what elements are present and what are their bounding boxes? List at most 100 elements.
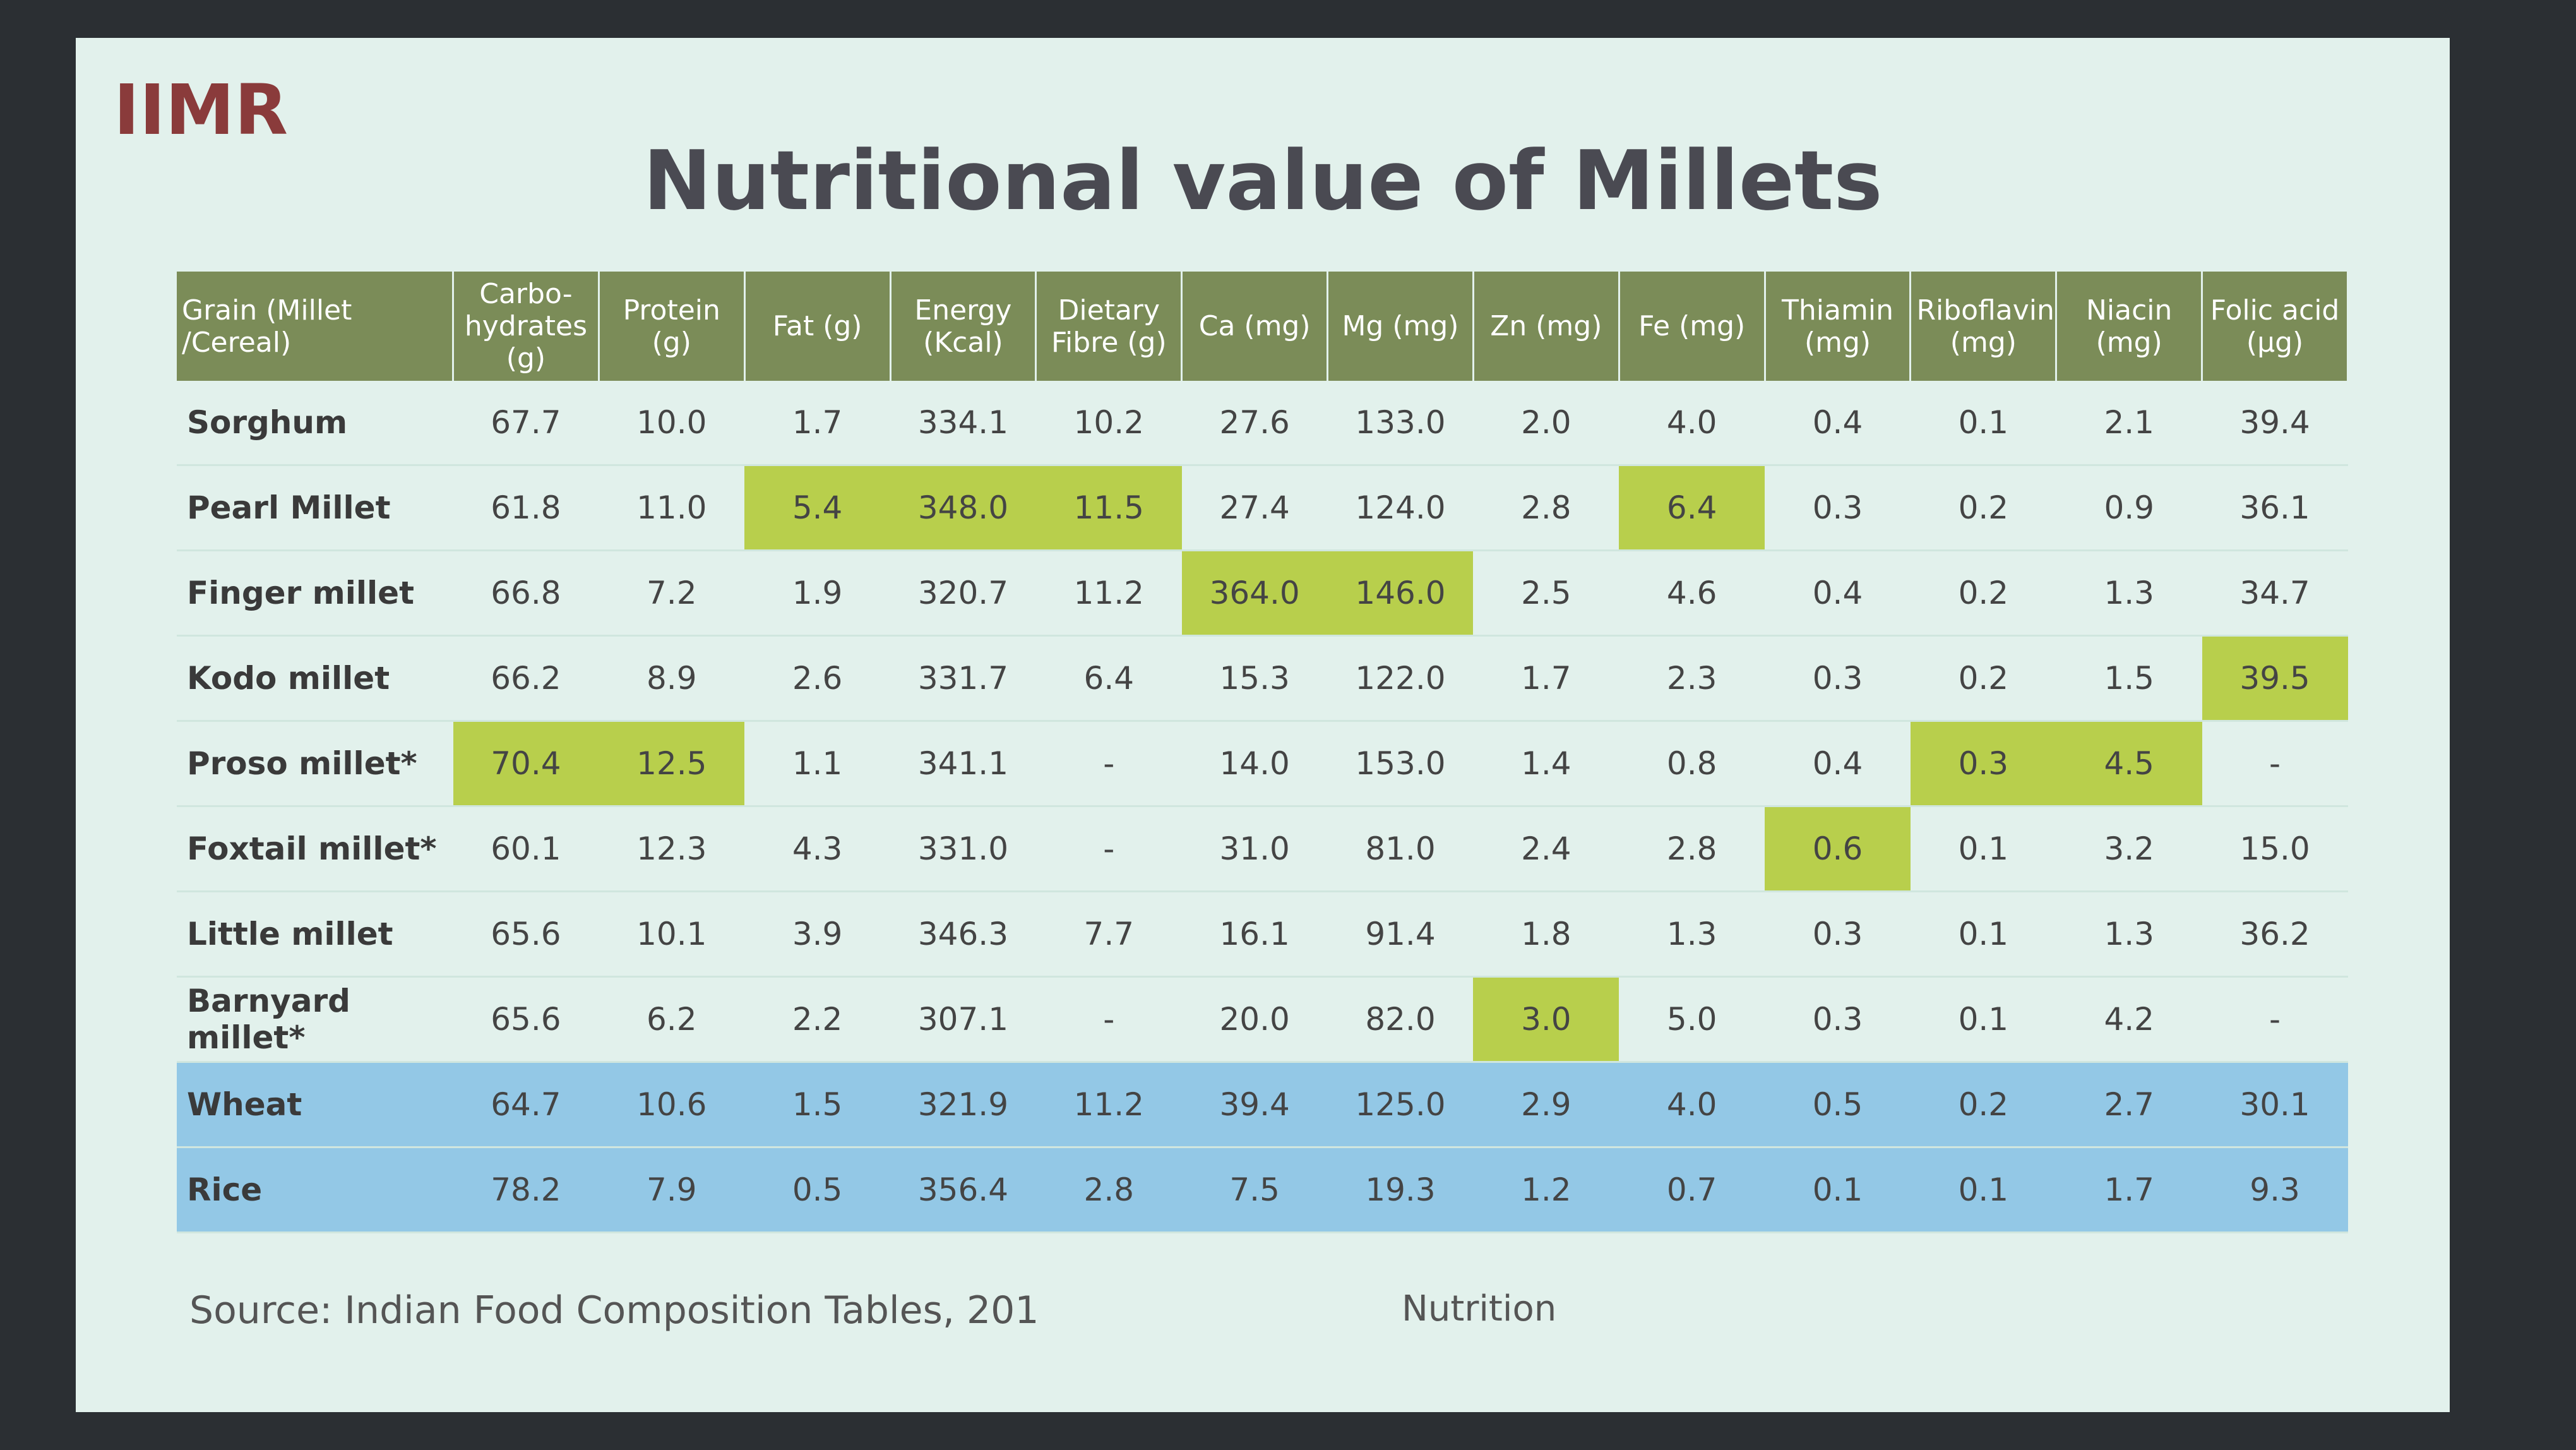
cell: 6.2 bbox=[599, 976, 745, 1063]
cell: 91.4 bbox=[1327, 891, 1474, 978]
column-header: Fe (mg) bbox=[1619, 272, 1766, 381]
column-header: Protein (g) bbox=[599, 272, 746, 381]
cell: 70.4 bbox=[453, 721, 599, 807]
cell: 1.9 bbox=[744, 550, 891, 637]
column-header: Energy (Kcal) bbox=[890, 272, 1037, 381]
cell: 60.1 bbox=[453, 806, 599, 892]
cell: 2.7 bbox=[2056, 1062, 2202, 1148]
table-row: Foxtail millet* 60.1 12.3 4.3 331.0-31.0 81.0… bbox=[177, 806, 2348, 892]
cell: 66.2 bbox=[453, 635, 599, 722]
cell: 1.5 bbox=[2056, 635, 2202, 722]
cell: - bbox=[1035, 806, 1182, 892]
cell: 0.2 bbox=[1910, 550, 2056, 637]
row-name: Foxtail millet* bbox=[177, 806, 453, 892]
header-row: Grain (Millet /Cereal) Carbo- hydrates (g… bbox=[177, 272, 2349, 381]
table-row: Little millet 65.6 10.1 3.9 346.3 7.7 16.1 91.4… bbox=[177, 891, 2348, 978]
cell: 6.4 bbox=[1035, 635, 1182, 722]
cell: 27.6 bbox=[1181, 381, 1328, 466]
cell: 2.3 bbox=[1619, 635, 1765, 722]
cell: 0.4 bbox=[1765, 721, 1911, 807]
column-header: Fat (g) bbox=[744, 272, 891, 381]
cell: 348.0 bbox=[890, 465, 1036, 551]
cell: 331.7 bbox=[890, 635, 1036, 722]
column-header: Mg (mg) bbox=[1327, 272, 1474, 381]
cell: 61.8 bbox=[453, 465, 599, 551]
cell: 1.8 bbox=[1473, 891, 1619, 978]
cell: 12.5 bbox=[599, 721, 745, 807]
row-name: Sorghum bbox=[177, 381, 453, 466]
cell: 16.1 bbox=[1181, 891, 1328, 978]
cell: 10.2 bbox=[1035, 381, 1182, 466]
cell: 14.0 bbox=[1181, 721, 1328, 807]
column-header: Carbo- hydrates (g) bbox=[453, 272, 600, 381]
column-header: Riboflavin (mg) bbox=[1910, 272, 2058, 381]
cell: 31.0 bbox=[1181, 806, 1328, 892]
source: Source: Indian Food Composition Tables, … bbox=[189, 1288, 1039, 1333]
cell: 64.7 bbox=[453, 1062, 599, 1148]
cell: 331.0 bbox=[890, 806, 1036, 892]
cell: 11.0 bbox=[599, 465, 745, 551]
cell: 0.1 bbox=[1765, 1147, 1911, 1233]
cell: 1.4 bbox=[1473, 721, 1619, 807]
cell: 8.9 bbox=[599, 635, 745, 722]
cell: - bbox=[1035, 721, 1182, 807]
column-header: Folic acid (µg) bbox=[2202, 272, 2349, 381]
row-name: Barnyard millet* bbox=[177, 976, 453, 1063]
column-header: Niacin (mg) bbox=[2056, 272, 2203, 381]
cell: 36.2 bbox=[2202, 891, 2348, 978]
cell: 0.1 bbox=[1910, 381, 2056, 466]
cell: 0.5 bbox=[744, 1147, 891, 1233]
row-name: Pearl Millet bbox=[177, 465, 453, 551]
column-header: Dietary Fibre (g) bbox=[1035, 272, 1183, 381]
row-name: Little millet bbox=[177, 891, 453, 978]
cell: 1.3 bbox=[1619, 891, 1765, 978]
cell: 5.0 bbox=[1619, 976, 1765, 1063]
column-header: Grain (Millet /Cereal) bbox=[177, 272, 454, 381]
cell: 124.0 bbox=[1327, 465, 1474, 551]
cell: 2.1 bbox=[2056, 381, 2202, 466]
cell: 15.0 bbox=[2202, 806, 2348, 892]
cell: 7.2 bbox=[599, 550, 745, 637]
cell: 7.9 bbox=[599, 1147, 745, 1233]
cell: 1.5 bbox=[744, 1062, 891, 1148]
cell: 1.1 bbox=[744, 721, 891, 807]
cell: 334.1 bbox=[890, 381, 1036, 466]
cell: 4.5 bbox=[2056, 721, 2202, 807]
cell: 15.3 bbox=[1181, 635, 1328, 722]
cell: 122.0 bbox=[1327, 635, 1474, 722]
cell: 2.6 bbox=[744, 635, 891, 722]
table-row: Wheat 64.7 10.6 1.5 321.9 11.2 39.4 125.0 2.9 4.0… bbox=[177, 1062, 2348, 1148]
cell: - bbox=[2202, 721, 2348, 807]
cell: 81.0 bbox=[1327, 806, 1474, 892]
cell: 7.7 bbox=[1035, 891, 1182, 978]
cell: 0.2 bbox=[1910, 465, 2056, 551]
table-row: Pearl Millet 61.8 11.0 5.4 348.0 11.5 27.4 124.… bbox=[177, 465, 2348, 551]
cell: 11.5 bbox=[1035, 465, 1182, 551]
cell: 341.1 bbox=[890, 721, 1036, 807]
cell: 3.2 bbox=[2056, 806, 2202, 892]
row-name: Kodo millet bbox=[177, 635, 453, 722]
table-row: Proso millet* 70.4 12.5 1.1 341.1-14.0 153.0 1… bbox=[177, 721, 2348, 807]
cell: 0.2 bbox=[1910, 635, 2056, 722]
column-header: Thiamin (mg) bbox=[1765, 272, 1912, 381]
cell: 4.0 bbox=[1619, 381, 1765, 466]
column-header: Ca (mg) bbox=[1181, 272, 1329, 381]
cell: 0.3 bbox=[1765, 976, 1911, 1063]
cell: 10.0 bbox=[599, 381, 745, 466]
cell: 356.4 bbox=[890, 1147, 1036, 1233]
cell: 133.0 bbox=[1327, 381, 1474, 466]
cell: 0.1 bbox=[1910, 891, 2056, 978]
cell: 4.6 bbox=[1619, 550, 1765, 637]
cell: 1.2 bbox=[1473, 1147, 1619, 1233]
cell: 0.3 bbox=[1765, 465, 1911, 551]
cell: 1.7 bbox=[1473, 635, 1619, 722]
cell: 39.4 bbox=[2202, 381, 2348, 466]
cell: 3.0 bbox=[1473, 976, 1619, 1063]
cell: 65.6 bbox=[453, 891, 599, 978]
cell: 307.1 bbox=[890, 976, 1036, 1063]
cell: 39.4 bbox=[1181, 1062, 1328, 1148]
cell: 0.2 bbox=[1910, 1062, 2056, 1148]
cell: 0.8 bbox=[1619, 721, 1765, 807]
cell: 2.8 bbox=[1473, 465, 1619, 551]
row-name: Finger millet bbox=[177, 550, 453, 637]
